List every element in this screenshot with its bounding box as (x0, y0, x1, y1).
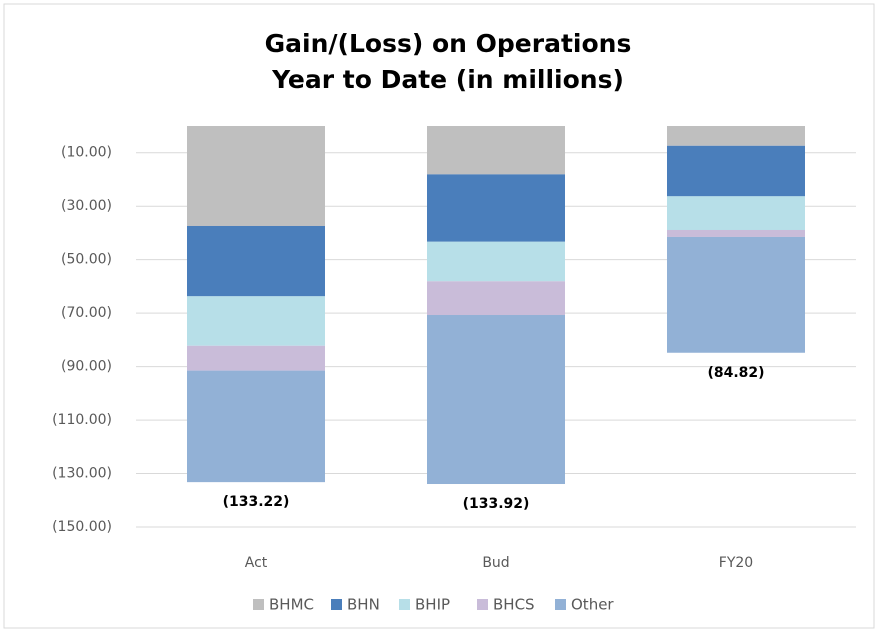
legend-swatch (555, 599, 566, 610)
total-label: (84.82) (707, 365, 764, 381)
bar-segment (427, 241, 565, 282)
legend-swatch (331, 599, 342, 610)
legend-label: BHIP (415, 596, 450, 614)
x-tick-label: Act (245, 555, 268, 571)
legend-label: BHMC (269, 596, 314, 614)
legend-swatch (399, 599, 410, 610)
y-tick-label: (30.00) (61, 198, 112, 214)
bar-segment (667, 145, 805, 197)
total-label: (133.92) (463, 496, 530, 512)
bar-segment (187, 296, 325, 346)
bar-segment (667, 196, 805, 230)
y-tick-label: (130.00) (52, 466, 112, 482)
legend-label: Other (571, 596, 614, 614)
bar-segment (667, 126, 805, 146)
bar-segment (667, 229, 805, 237)
legend-swatch (253, 599, 264, 610)
x-tick-label: FY20 (719, 555, 753, 571)
y-tick-label: (150.00) (52, 519, 112, 535)
y-tick-label: (10.00) (61, 145, 112, 161)
y-tick-label: (110.00) (52, 412, 112, 428)
y-tick-label: (70.00) (61, 305, 112, 321)
y-tick-label: (90.00) (61, 359, 112, 375)
legend-label: BHN (347, 596, 380, 614)
bar-segment (667, 236, 805, 353)
y-tick-label: (50.00) (61, 252, 112, 268)
bar-segment (427, 126, 565, 175)
legend-label: BHCS (493, 596, 535, 614)
bar-segment (187, 126, 325, 226)
bar-segment (427, 315, 565, 485)
legend-swatch (477, 599, 488, 610)
bar-segment (187, 370, 325, 483)
x-tick-label: Bud (482, 555, 509, 571)
chart-subtitle: Year to Date (in millions) (271, 65, 624, 94)
bar-segment (427, 174, 565, 242)
bar-segment (187, 345, 325, 371)
bar-segment (427, 281, 565, 316)
chart-title: Gain/(Loss) on Operations (265, 29, 632, 58)
total-label: (133.22) (223, 494, 290, 510)
bar-segment (187, 225, 325, 297)
